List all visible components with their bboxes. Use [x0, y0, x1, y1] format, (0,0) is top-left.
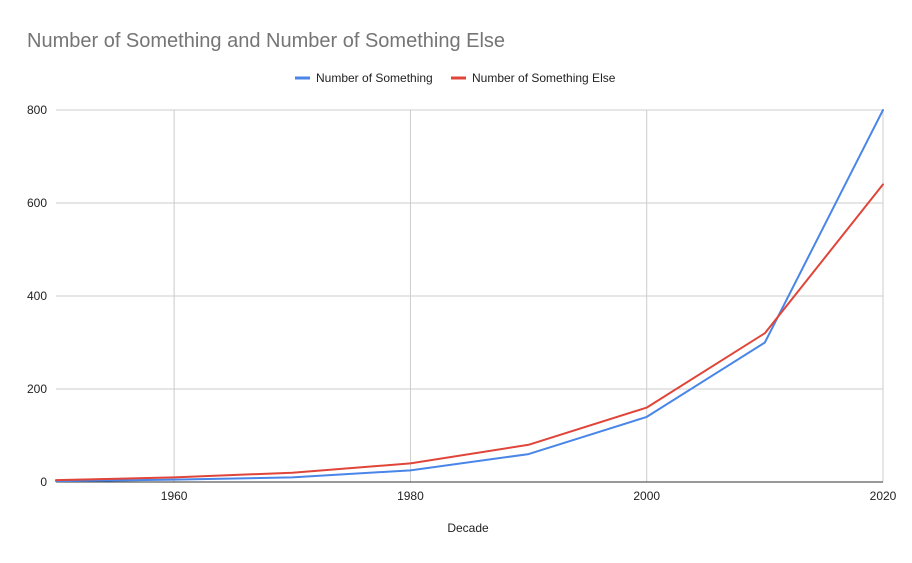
y-tick-label-3: 600: [27, 196, 47, 210]
series-line-1[interactable]: [55, 183, 884, 482]
y-axis-ticks: 0 200 400 600 800: [27, 103, 47, 489]
series-0-point-5[interactable]: [644, 414, 649, 419]
x-tick-label-3: 2020: [870, 489, 897, 503]
series-1-point-2[interactable]: [290, 470, 295, 475]
series-line-0[interactable]: [55, 109, 884, 483]
legend-label-1: Number of Something Else: [472, 71, 616, 85]
x-axis-ticks: 1960 1980 2000 2020: [161, 489, 897, 503]
gridlines: [56, 109, 884, 483]
series-0-point-6[interactable]: [762, 340, 767, 345]
y-tick-label-1: 200: [27, 382, 47, 396]
series-0-point-7[interactable]: [881, 108, 886, 113]
series-1-point-6[interactable]: [762, 331, 767, 336]
series-1-point-5[interactable]: [644, 405, 649, 410]
series-0-point-2[interactable]: [290, 475, 295, 480]
x-tick-label-0: 1960: [161, 489, 188, 503]
series-1-point-1[interactable]: [172, 475, 177, 480]
series-1-point-3[interactable]: [408, 461, 413, 466]
x-tick-label-1: 1980: [397, 489, 424, 503]
legend-item-0[interactable]: Number of Something: [295, 71, 433, 85]
series-0-point-3[interactable]: [408, 468, 413, 473]
y-tick-label-0: 0: [40, 475, 47, 489]
x-axis-label: Decade: [447, 521, 489, 535]
series-lines: [54, 108, 886, 483]
series-1-point-0[interactable]: [54, 478, 59, 483]
series-1-point-4[interactable]: [526, 442, 531, 447]
x-tick-label-2: 2000: [633, 489, 660, 503]
legend: Number of Something Number of Something …: [295, 71, 616, 85]
legend-label-0: Number of Something: [316, 71, 433, 85]
series-1-point-7[interactable]: [881, 182, 886, 187]
series-0-point-4[interactable]: [526, 452, 531, 457]
chart-title: Number of Something and Number of Someth…: [27, 30, 505, 52]
y-tick-label-4: 800: [27, 103, 47, 117]
legend-item-1[interactable]: Number of Something Else: [451, 71, 616, 85]
y-tick-label-2: 400: [27, 289, 47, 303]
